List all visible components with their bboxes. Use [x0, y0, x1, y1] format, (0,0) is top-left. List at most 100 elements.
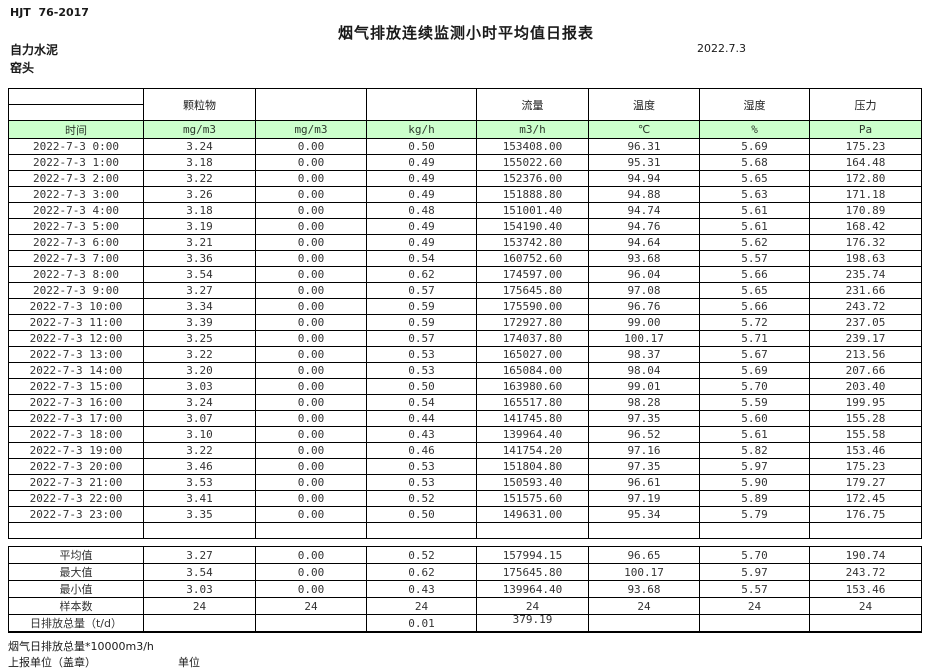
pollutant-header-cell: 颗粒物 — [143, 88, 256, 121]
value-cell: 94.76 — [588, 218, 700, 235]
value-cell: 199.95 — [809, 394, 922, 411]
summary-value-cell: 0.43 — [366, 580, 477, 598]
hourly-data-row: 2022-7-3 22:00 3.41 0.00 0.52 151575.60 97.19… — [8, 490, 922, 507]
blank-cell — [588, 522, 700, 539]
value-cell: 231.66 — [809, 282, 922, 299]
value-cell: 0.53 — [366, 346, 477, 363]
value-cell: 172.80 — [809, 170, 922, 187]
summary-value-cell: 3.27 — [143, 546, 256, 564]
hourly-data-row: 2022-7-3 1:00 3.18 0.00 0.49 155022.60 95.31 5… — [8, 154, 922, 171]
value-cell: 153408.00 — [476, 138, 589, 155]
value-cell: 175.23 — [809, 458, 922, 475]
value-cell: 3.20 — [143, 362, 256, 379]
hourly-data-row: 2022-7-3 3:00 3.26 0.00 0.49 151888.80 94.88 5… — [8, 186, 922, 203]
value-cell: 5.68 — [699, 154, 810, 171]
value-cell: 0.54 — [366, 250, 477, 267]
summary-value-cell: 243.72 — [809, 563, 922, 581]
value-cell: 97.35 — [588, 458, 700, 475]
pollutant-header-cell: 温度 — [588, 88, 700, 121]
summary-row: 最小值 3.03 0.00 0.43 139964.40 93.68 5.57 153.46 — [8, 580, 922, 598]
time-cell: 2022-7-3 22:00 — [8, 490, 144, 507]
value-cell: 0.52 — [366, 490, 477, 507]
value-cell: 155022.60 — [476, 154, 589, 171]
pollutant-header-cell — [255, 88, 367, 121]
value-cell: 0.00 — [255, 266, 367, 283]
value-cell: 96.04 — [588, 266, 700, 283]
value-cell: 0.00 — [255, 346, 367, 363]
summary-label-cell: 样本数 — [8, 597, 144, 615]
time-cell: 2022-7-3 8:00 — [8, 266, 144, 283]
summary-value-cell: 3.54 — [143, 563, 256, 581]
blank-cell — [809, 522, 922, 539]
value-cell: 174597.00 — [476, 266, 589, 283]
value-cell: 3.22 — [143, 170, 256, 187]
unit-header-cell: Pa — [809, 120, 922, 139]
value-cell: 152376.00 — [476, 170, 589, 187]
report-date: 2022.7.3 — [697, 42, 746, 55]
summary-value-cell — [588, 614, 700, 633]
summary-value-cell: 0.01 — [366, 614, 477, 633]
standard-number: HJT 76-2017 — [10, 6, 89, 19]
summary-value-cell — [699, 614, 810, 633]
spacer-row — [9, 539, 922, 547]
hourly-data-row: 2022-7-3 18:00 3.10 0.00 0.43 139964.40 96.52… — [8, 426, 922, 443]
value-cell: 5.97 — [699, 458, 810, 475]
value-cell: 163980.60 — [476, 378, 589, 395]
value-cell: 153.46 — [809, 442, 922, 459]
value-cell: 165084.00 — [476, 362, 589, 379]
hourly-data-row: 2022-7-3 13:00 3.22 0.00 0.53 165027.00 98.37… — [8, 346, 922, 363]
value-cell: 0.00 — [255, 362, 367, 379]
hourly-data-row: 2022-7-3 5:00 3.19 0.00 0.49 154190.40 94.76 5… — [8, 218, 922, 235]
value-cell: 95.31 — [588, 154, 700, 171]
value-cell: 3.46 — [143, 458, 256, 475]
value-cell: 139964.40 — [476, 426, 589, 443]
hourly-data-row: 2022-7-3 23:00 3.35 0.00 0.50 149631.00 95.34… — [8, 506, 922, 523]
hourly-data-row: 2022-7-3 15:00 3.03 0.00 0.50 163980.60 99.01… — [8, 378, 922, 395]
value-cell: 0.49 — [366, 170, 477, 187]
time-cell: 2022-7-3 2:00 — [8, 170, 144, 187]
value-cell: 5.82 — [699, 442, 810, 459]
value-cell: 97.08 — [588, 282, 700, 299]
value-cell: 96.31 — [588, 138, 700, 155]
hourly-data-row: 2022-7-3 7:00 3.36 0.00 0.54 160752.60 93.68 5… — [8, 250, 922, 267]
value-cell: 97.16 — [588, 442, 700, 459]
time-header-bottom-cell — [8, 104, 144, 121]
blank-cell — [8, 522, 144, 539]
summary-value-cell: 0.00 — [255, 563, 367, 581]
value-cell: 5.60 — [699, 410, 810, 427]
blank-cell — [699, 522, 810, 539]
time-header-top-cell — [8, 88, 144, 105]
value-cell: 100.17 — [588, 330, 700, 347]
value-cell: 0.59 — [366, 314, 477, 331]
value-cell: 151001.40 — [476, 202, 589, 219]
value-cell: 0.00 — [255, 314, 367, 331]
value-cell: 0.49 — [366, 186, 477, 203]
value-cell: 0.00 — [255, 330, 367, 347]
unit-header-cell: mg/m3 — [255, 120, 367, 139]
page-title: 烟气排放连续监测小时平均值日报表 — [337, 24, 594, 42]
value-cell: 0.00 — [255, 410, 367, 427]
unit-header-cell: m3/h — [476, 120, 589, 139]
value-cell: 5.90 — [699, 474, 810, 491]
pollutant-header-row: 颗粒物 流量 温度 湿度 压力 — [8, 88, 922, 121]
time-cell: 2022-7-3 18:00 — [8, 426, 144, 443]
hourly-data-row: 2022-7-3 4:00 3.18 0.00 0.48 151001.40 94.74 5… — [8, 202, 922, 219]
hourly-data-row: 2022-7-3 0:00 3.24 0.00 0.50 153408.00 96.31 5… — [8, 138, 922, 155]
hourly-data-row: 2022-7-3 19:00 3.22 0.00 0.46 141754.20 97.16… — [8, 442, 922, 459]
value-cell: 0.00 — [255, 378, 367, 395]
time-cell: 2022-7-3 0:00 — [8, 138, 144, 155]
time-cell: 2022-7-3 17:00 — [8, 410, 144, 427]
value-cell: 0.53 — [366, 474, 477, 491]
summary-value-cell — [809, 614, 922, 633]
value-cell: 0.53 — [366, 458, 477, 475]
summary-value-cell — [255, 614, 367, 633]
value-cell: 0.54 — [366, 394, 477, 411]
value-cell: 175645.80 — [476, 282, 589, 299]
hourly-data-row: 2022-7-3 8:00 3.54 0.00 0.62 174597.00 96.04 5… — [8, 266, 922, 283]
value-cell: 151804.80 — [476, 458, 589, 475]
value-cell: 3.34 — [143, 298, 256, 315]
summary-value-cell: 24 — [255, 597, 367, 615]
summary-value-cell: 24 — [588, 597, 700, 615]
summary-value-cell: 100.17 — [588, 563, 700, 581]
hourly-data-row: 2022-7-3 11:00 3.39 0.00 0.59 172927.80 99.00… — [8, 314, 922, 331]
